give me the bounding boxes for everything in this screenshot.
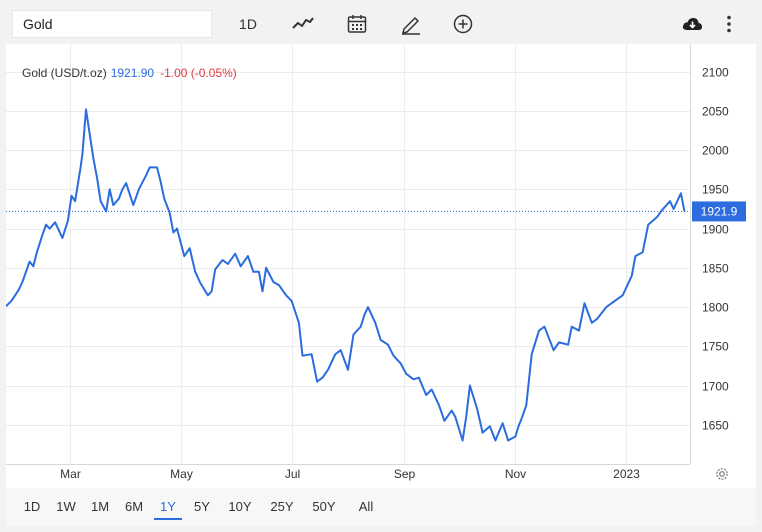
symbol-search-input[interactable]: Gold	[12, 10, 212, 38]
y-tick-label: 2100	[702, 66, 729, 80]
line-chart-icon[interactable]	[292, 13, 314, 35]
chart-area[interactable]: 1650 1700 1750 1800 1850 1900 1950 2000 2050 2100…	[5, 44, 756, 484]
y-tick-label: 2050	[702, 105, 729, 119]
range-1m-button[interactable]: 1M	[90, 499, 110, 514]
instrument-change: -1.00 (-0.05%)	[160, 66, 237, 80]
x-tick-label: Jul	[285, 467, 300, 481]
quote-legend: Gold (USD/t.oz) 1921.90 -1.00 (-0.05%)	[22, 66, 237, 80]
x-tick-label: Nov	[505, 467, 526, 481]
instrument-price: 1921.90	[111, 66, 155, 80]
download-icon[interactable]	[681, 13, 703, 35]
line-layer	[5, 108, 686, 442]
more-vertical-icon[interactable]	[718, 13, 740, 35]
x-axis: Mar May Jul Sep Nov 2023	[60, 467, 640, 481]
y-tick-label: 1900	[702, 223, 729, 237]
x-tick-label: Sep	[394, 467, 416, 481]
range-6m-button[interactable]: 6M	[124, 499, 144, 514]
chart-grid	[6, 44, 691, 465]
range-5y-button[interactable]: 5Y	[194, 499, 210, 514]
y-tick-label: 1650	[702, 419, 729, 433]
y-tick-label: 1800	[702, 301, 729, 315]
range-1y-button[interactable]: 1Y	[154, 496, 182, 520]
y-axis: 1650 1700 1750 1800 1850 1900 1950 2000 2050 2100	[702, 66, 729, 433]
range-10y-button[interactable]: 10Y	[228, 499, 252, 514]
x-tick-label: May	[170, 467, 193, 481]
range-1w-button[interactable]: 1W	[56, 499, 76, 514]
range-selector: 1D 1W 1M 6M 1Y 5Y 10Y 25Y 50Y All	[6, 488, 756, 526]
y-tick-label: 1750	[702, 340, 729, 354]
settings-gear-icon[interactable]	[714, 466, 730, 482]
y-tick-label: 2000	[702, 144, 729, 158]
y-tick-label: 1700	[702, 380, 729, 394]
pencil-icon[interactable]	[400, 13, 422, 35]
price-tag-label: 1921.9	[701, 204, 738, 218]
x-tick-label: 2023	[613, 467, 640, 481]
x-tick-label: Mar	[60, 467, 81, 481]
range-1d-button[interactable]: 1D	[23, 499, 41, 514]
y-tick-label: 1950	[702, 183, 729, 197]
chart-toolbar: Gold 1D	[6, 4, 756, 44]
price-series-line	[5, 108, 686, 442]
y-tick-label: 1850	[702, 262, 729, 276]
price-tag-box	[692, 201, 746, 222]
interval-button[interactable]: 1D	[239, 16, 257, 32]
chart-widget: Gold 1D	[5, 4, 756, 526]
last-price-marker: 1921.9	[6, 201, 746, 222]
range-50y-button[interactable]: 50Y	[312, 499, 336, 514]
range-all-button[interactable]: All	[358, 499, 374, 514]
price-chart[interactable]: 1650 1700 1750 1800 1850 1900 1950 2000 2050 2100…	[5, 44, 756, 484]
instrument-name: Gold (USD/t.oz)	[22, 66, 107, 80]
range-25y-button[interactable]: 25Y	[270, 499, 294, 514]
add-circle-icon[interactable]	[452, 13, 474, 35]
calendar-icon[interactable]	[346, 13, 368, 35]
